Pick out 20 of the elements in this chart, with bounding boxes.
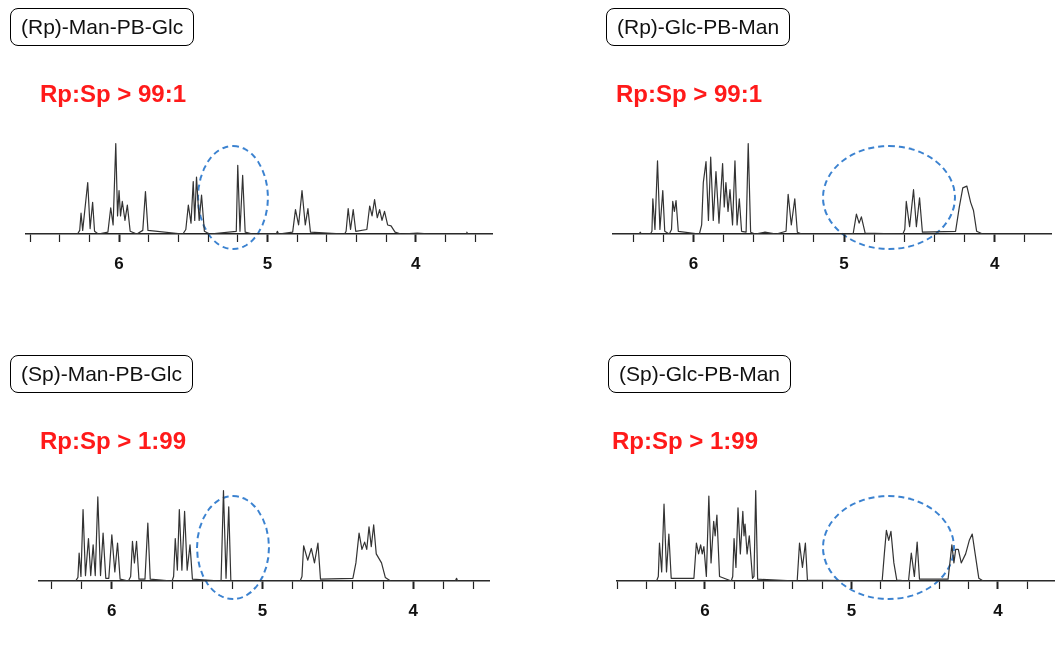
chart-subtitle: Rp:Sp > 99:1 (40, 80, 187, 108)
chart-title: (Sp)-Glc-PB-Man (608, 355, 792, 393)
chart-subtitle: Rp:Sp > 1:99 (612, 427, 759, 455)
x-tick-label: 6 (700, 600, 710, 620)
chart-title: (Rp)-Glc-PB-Man (606, 8, 791, 46)
x-tick-label: 4 (993, 600, 1004, 620)
x-tick-label: 4 (408, 600, 419, 620)
x-tick-label: 6 (107, 600, 117, 620)
x-tick-label: 4 (411, 253, 422, 273)
chart-title: (Rp)-Man-PB-Glc (10, 8, 195, 46)
x-tick-label: 4 (990, 253, 1001, 273)
x-tick-label: 5 (262, 253, 273, 273)
x-tick-label: 5 (839, 253, 849, 273)
x-tick-label: 6 (688, 253, 699, 273)
x-tick-label: 6 (114, 253, 124, 273)
chart-subtitle: Rp:Sp > 99:1 (616, 80, 763, 108)
x-tick-label: 5 (846, 600, 857, 620)
chart-subtitle: Rp:Sp > 1:99 (40, 427, 187, 455)
chart-title: (Sp)-Man-PB-Glc (10, 355, 194, 393)
x-tick-label: 5 (257, 600, 268, 620)
